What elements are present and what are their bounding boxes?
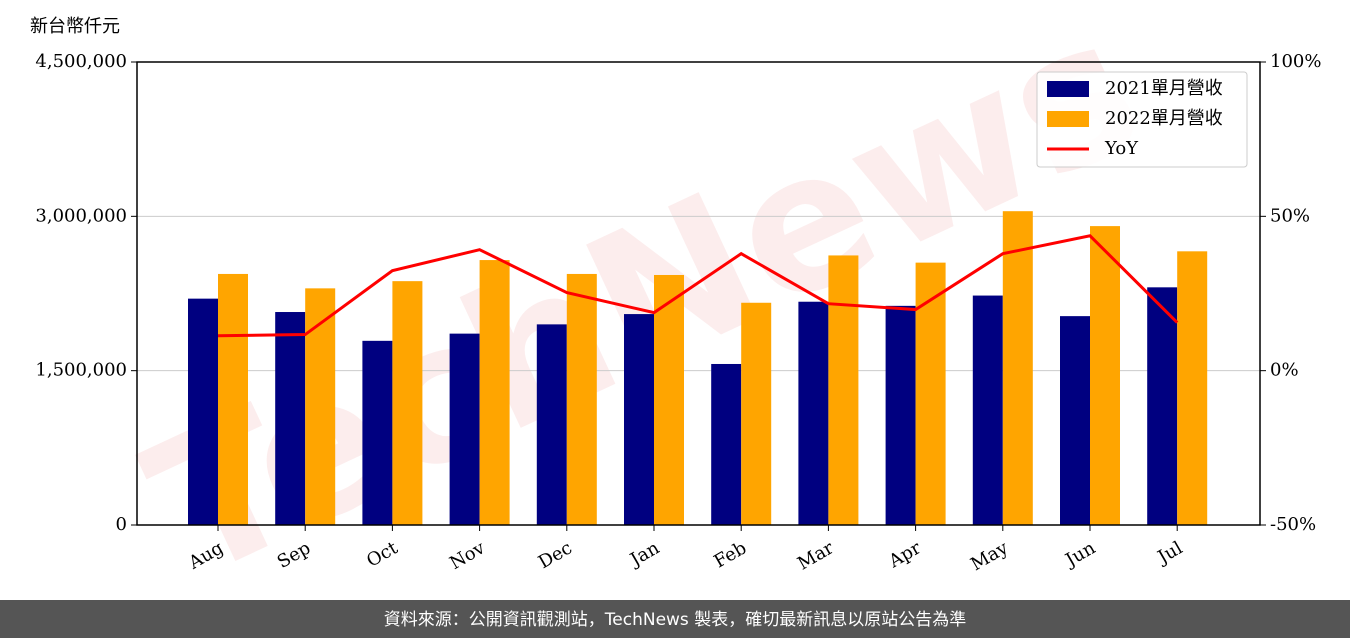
y2-tick-label: 0% <box>1270 360 1299 381</box>
x-tick-label: Nov <box>446 537 489 574</box>
y-tick-label: 1,500,000 <box>35 360 127 381</box>
bar <box>915 262 946 525</box>
legend-box <box>1036 71 1248 168</box>
y2-tick-label: 50% <box>1270 205 1310 226</box>
plot-frame <box>136 61 1261 526</box>
bar <box>654 274 684 525</box>
bar <box>1177 251 1208 525</box>
bar <box>566 273 597 525</box>
y2-tick-label: -50% <box>1270 514 1316 535</box>
legend-label: 2021單月營收 <box>1105 78 1223 99</box>
x-tick-label: Apr <box>885 537 925 572</box>
footer-band <box>0 600 1350 638</box>
x-tick-label: Mar <box>794 537 838 574</box>
source-note: 資料來源：公開資訊觀測站，TechNews 製表，確切最新訊息以原站公告為準 <box>384 610 966 630</box>
y-axis-label: 新台幣仟元 <box>30 16 120 37</box>
legend-swatch <box>1047 111 1089 127</box>
x-tick-label: Dec <box>535 537 576 573</box>
bar <box>218 273 248 525</box>
bar <box>1002 211 1033 525</box>
bar <box>741 302 772 525</box>
legend-swatch <box>1047 81 1089 97</box>
legend-label: 2022單月營收 <box>1105 108 1223 129</box>
bar <box>972 295 1003 525</box>
x-tick-label: Feb <box>711 537 751 572</box>
legend-label: YoY <box>1104 138 1139 159</box>
y-tick-label: 0 <box>116 514 127 535</box>
bar <box>188 298 218 525</box>
bar <box>798 301 829 525</box>
x-tick-label: Jan <box>625 537 663 571</box>
bar <box>624 314 654 525</box>
y-tick-label: 3,000,000 <box>35 205 127 226</box>
x-tick-label: Jun <box>1060 537 1099 572</box>
bar <box>1147 287 1178 525</box>
bar <box>449 333 480 525</box>
bar <box>392 281 423 525</box>
x-tick-label: Jul <box>1153 537 1187 569</box>
yoy-line <box>217 234 1179 338</box>
bar <box>1060 316 1090 525</box>
bar <box>885 305 916 525</box>
bar <box>828 255 859 526</box>
bar <box>305 288 336 525</box>
bar <box>362 340 393 525</box>
y2-tick-label: 100% <box>1270 51 1321 72</box>
bar <box>711 363 742 525</box>
bar <box>536 324 567 525</box>
y-tick-label: 4,500,000 <box>35 51 127 72</box>
bar <box>275 312 306 525</box>
bar <box>1090 226 1120 525</box>
bar <box>479 260 510 525</box>
x-tick-label: May <box>967 537 1012 575</box>
